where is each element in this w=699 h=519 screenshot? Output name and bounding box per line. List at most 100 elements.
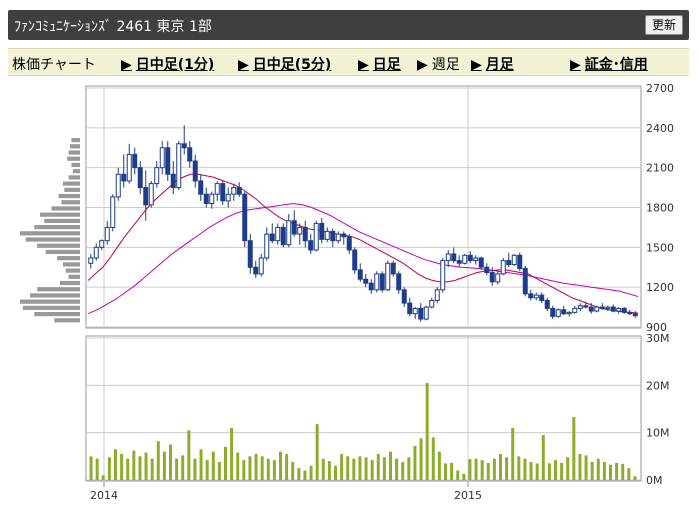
- volume-bar: [303, 470, 307, 480]
- title-bar: ﾌｧﾝｺﾐｭﾆｹｰｼｮﾝｽﾞ 2461 東京 1部 更新: [8, 10, 689, 40]
- candle-up: [264, 233, 270, 259]
- volume-profile-bar: [22, 305, 80, 310]
- candle-up: [159, 147, 165, 169]
- candle-up: [440, 260, 446, 291]
- volume-bar: [242, 460, 246, 480]
- candle-down: [203, 193, 209, 205]
- candle-down: [599, 306, 605, 309]
- candle-down: [330, 230, 336, 242]
- candle-down: [187, 147, 193, 162]
- candle-down: [506, 260, 512, 266]
- tab-intraday-5min[interactable]: ▶ 日中足(5分): [238, 57, 332, 73]
- candlestick-series: [88, 125, 638, 322]
- volume-bar: [126, 458, 130, 480]
- volume-profile-bar: [68, 274, 80, 279]
- refresh-button[interactable]: 更新: [644, 15, 683, 35]
- price-tick-label: 2700: [646, 82, 674, 95]
- chart-tab-bar: 株価チャート ▶ 日中足(1分) ▶ 日中足(5分) ▶ 日足 ▶ 週足 ▶ 月足 ▶ 証金…: [8, 48, 689, 76]
- volume-bar: [193, 458, 197, 480]
- volume-bar: [517, 456, 521, 480]
- volume-bar: [132, 450, 136, 480]
- volume-bar: [431, 437, 435, 480]
- volume-profile-bar: [60, 280, 80, 286]
- volume-bar: [413, 445, 417, 480]
- candle-up: [154, 167, 160, 185]
- volume-bar: [511, 427, 515, 480]
- candle-down: [610, 306, 616, 312]
- volume-profile-bar: [70, 144, 80, 149]
- volume-bar: [547, 463, 551, 480]
- price-tick-label: 1800: [646, 202, 674, 215]
- volume-bar: [444, 463, 447, 480]
- volume-profile-bar: [45, 249, 80, 255]
- tab-monthly[interactable]: ▶ 月足: [471, 57, 514, 73]
- candle-up: [555, 309, 561, 317]
- stock-title: ﾌｧﾝｺﾐｭﾆｹｰｼｮﾝｽﾞ 2461 東京 1部: [14, 19, 212, 35]
- volume-profile-bar: [51, 206, 80, 211]
- candle-down: [583, 305, 589, 308]
- candle-down: [379, 273, 385, 291]
- candle-up: [374, 273, 380, 291]
- volume-tick-label: 0M: [646, 474, 663, 487]
- candle-up: [572, 307, 578, 313]
- volume-bar: [107, 457, 111, 480]
- candle-up: [231, 187, 237, 195]
- candle-up: [313, 222, 319, 251]
- volume-bars: [89, 382, 637, 480]
- candle-down: [478, 257, 484, 268]
- candle-down: [539, 294, 545, 301]
- volume-bar: [224, 446, 227, 480]
- volume-profile-bar: [65, 268, 80, 273]
- volume-bar: [199, 449, 203, 480]
- candle-down: [291, 220, 297, 235]
- tab-daily[interactable]: ▶ 日足: [358, 57, 401, 73]
- candle-up: [88, 257, 94, 264]
- arrow-right-icon: ▶: [570, 57, 581, 73]
- candle-up: [434, 289, 440, 301]
- candle-down: [253, 266, 259, 275]
- volume-bar: [389, 451, 392, 480]
- candle-up: [258, 257, 264, 275]
- volume-bar: [150, 458, 154, 480]
- volume-bar: [578, 453, 582, 480]
- volume-bar: [334, 465, 337, 480]
- volume-bar: [456, 470, 460, 480]
- candle-down: [341, 233, 347, 238]
- volume-bar: [89, 456, 93, 480]
- volume-profile-bar: [25, 237, 80, 242]
- volume-bar: [382, 457, 386, 480]
- candle-up: [214, 183, 220, 195]
- volume-bar: [340, 453, 344, 480]
- volume-bar: [615, 462, 619, 480]
- volume-bar: [505, 457, 509, 480]
- candle-down: [544, 299, 550, 309]
- candle-up: [577, 305, 583, 309]
- volume-profile-bar: [40, 212, 80, 217]
- price-tick-label: 1500: [646, 241, 674, 254]
- candle-down: [396, 273, 402, 291]
- candle-up: [148, 183, 154, 206]
- candle-down: [390, 262, 396, 275]
- candle-down: [269, 233, 275, 242]
- tab-intraday-1min[interactable]: ▶ 日中足(1分): [121, 57, 215, 73]
- candle-down: [247, 240, 253, 268]
- volume-bar: [321, 458, 325, 480]
- volume-bar: [535, 463, 539, 480]
- tab-margin-credit[interactable]: ▶ 証金･信用: [570, 57, 648, 73]
- volume-bar: [480, 460, 484, 480]
- candle-down: [363, 278, 369, 284]
- candle-up: [115, 173, 121, 198]
- volume-profile-bar: [44, 218, 80, 223]
- candle-up: [126, 153, 132, 182]
- volume-bar: [217, 462, 221, 480]
- candle-down: [418, 307, 424, 320]
- tab-weekly: ▶ 週足: [417, 57, 460, 73]
- volume-bar: [395, 458, 399, 480]
- candle-up: [324, 230, 330, 240]
- volume-bar: [609, 464, 612, 480]
- volume-bar: [633, 476, 637, 480]
- candle-down: [181, 143, 187, 149]
- volume-bar: [401, 462, 405, 480]
- candle-down: [401, 289, 407, 304]
- price-tick-label: 1200: [646, 281, 674, 294]
